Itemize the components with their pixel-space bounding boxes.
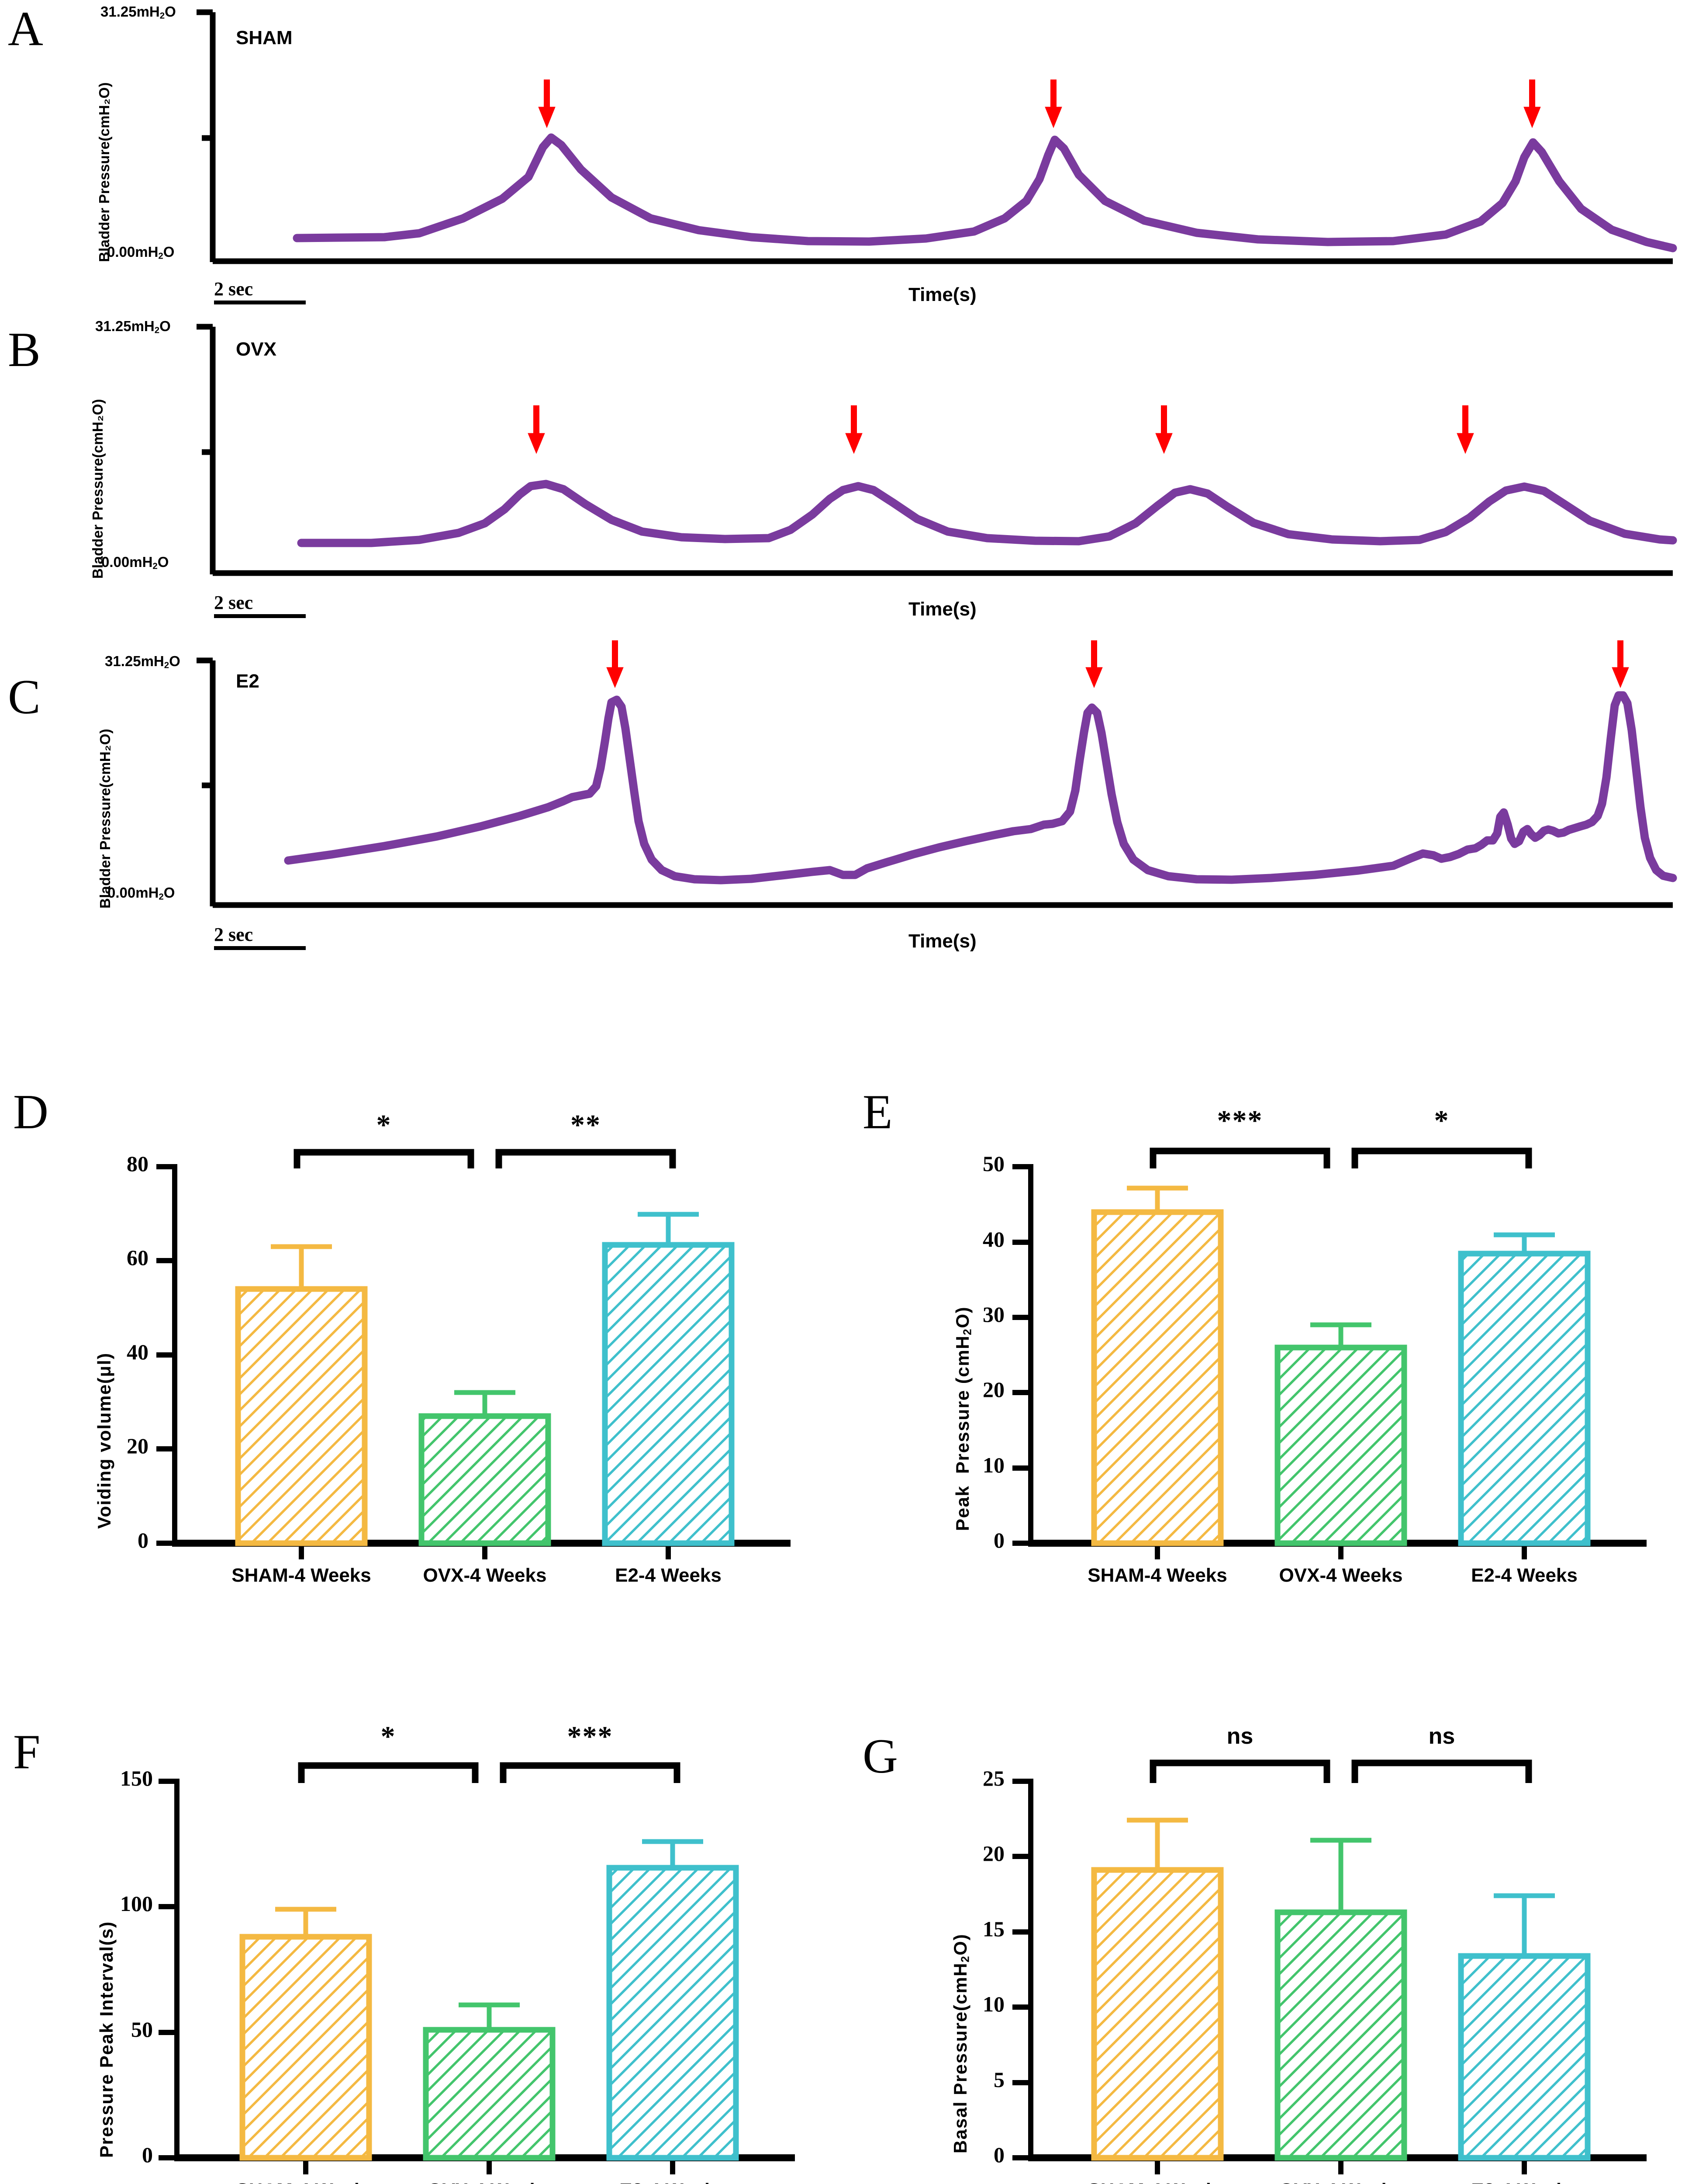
panel-c-group-label: E2: [236, 670, 259, 692]
panel-g-svg: [1012, 1759, 1647, 2174]
panel-e-sig-2: *: [1434, 1105, 1450, 1137]
panel-c-scale-bar-line: [214, 946, 306, 950]
panel-f-svg: [159, 1762, 795, 2174]
panel-g-ytick-0: 0: [994, 2143, 1005, 2167]
panel-e-svg: [1012, 1147, 1647, 1559]
panel-g-xlabel-ovx: OVX-4 Weeks: [1245, 2180, 1437, 2184]
panel-a-trace: Bladder Pressure(cmH₂O) 31.25mH2O 0.00mH…: [0, 0, 1699, 319]
panel-g-xlabel-sham: SHAM-4 Weeks: [1053, 2180, 1262, 2184]
panel-e-chart: Peak Pressure (cmH2O): [847, 1070, 1699, 1603]
panel-b-svg: [197, 324, 1677, 576]
panel-g-ytick-20: 20: [983, 1841, 1005, 1866]
panel-a-scale-bar: 2 sec: [214, 280, 306, 304]
panel-g-ytick-10: 10: [983, 1992, 1005, 2016]
panel-b-scale-bar-label: 2 sec: [214, 592, 253, 613]
panel-d-xlabel-sham: SHAM-4 Weeks: [231, 1565, 371, 1586]
panel-d-sig-1: *: [376, 1109, 392, 1141]
panel-d-sig-2: **: [570, 1109, 601, 1141]
panel-e-ytick-50: 50: [983, 1151, 1005, 1176]
panel-f-xlabel-e2: E2-4 Weeks: [585, 2180, 760, 2184]
panel-c-scale-bar: 2 sec: [214, 925, 306, 950]
panel-e-ytick-30: 30: [983, 1302, 1005, 1327]
panel-f-chart: Pressure Peak Interval(s): [0, 1682, 852, 2184]
panel-g-ytick-15: 15: [983, 1917, 1005, 1941]
panel-b-trace: Bladder Pressure(cmH₂O) 31.25mH2O 0.00mH…: [0, 318, 1699, 633]
panel-d-chart: Voiding volume(μl): [0, 1070, 852, 1603]
panel-b-scale-bar-line: [214, 614, 306, 618]
panel-e-xlabel-sham: SHAM-4 Weeks: [1088, 1565, 1227, 1586]
panel-d-ytick-80: 80: [127, 1151, 148, 1176]
panel-letter-f: F: [13, 1725, 41, 1779]
panel-d-ytick-20: 20: [127, 1434, 148, 1458]
panel-b-scale-bar: 2 sec: [214, 593, 306, 618]
panel-f-sig-1: *: [380, 1721, 396, 1752]
panel-c-svg: [197, 640, 1677, 908]
panel-f-ytick-150: 150: [120, 1766, 153, 1790]
panel-c-y-bottom-label: 0.00mH2O: [107, 885, 175, 902]
panel-g-sig-1: ns: [1226, 1724, 1254, 1749]
panel-a-y-top-label: 31.25mH2O: [100, 3, 176, 21]
panel-f-ytick-50: 50: [131, 2017, 153, 2042]
panel-a-group-label: SHAM: [236, 27, 293, 48]
panel-g-xlabel-e2: E2-4 Weeks: [1437, 2180, 1612, 2184]
panel-g-sig-2: ns: [1428, 1724, 1455, 1749]
panel-e-xlabel-e2: E2-4 Weeks: [1471, 1565, 1578, 1586]
panel-e-ytick-0: 0: [994, 1528, 1005, 1552]
panel-b-group-label: OVX: [236, 339, 276, 360]
panel-letter-a: A: [8, 2, 43, 56]
panel-e-xlabel-ovx: OVX-4 Weeks: [1279, 1565, 1403, 1586]
panel-b-y-top-label: 31.25mH2O: [95, 318, 171, 335]
panel-d-ytick-0: 0: [138, 1528, 148, 1552]
panel-d-xlabel-e2: E2-4 Weeks: [615, 1565, 722, 1586]
panel-d-ytick-40: 40: [127, 1340, 148, 1364]
panel-c-scale-bar-label: 2 sec: [214, 924, 253, 945]
panel-c-trace: Bladder Pressure(cmH₂O) 31.25mH2O 0.00mH…: [0, 629, 1699, 978]
panel-e-ytick-40: 40: [983, 1227, 1005, 1251]
panel-letter-c: C: [8, 670, 41, 724]
panel-letter-g: G: [863, 1729, 898, 1783]
panel-g-ytick-5: 5: [994, 2067, 1005, 2092]
panel-a-scale-bar-label: 2 sec: [214, 278, 253, 300]
panel-d-svg: [156, 1149, 791, 1559]
panel-letter-e: E: [863, 1085, 893, 1139]
panel-b-x-axis-title: Time(s): [908, 598, 977, 620]
panel-f-xlabel-ovx: OVX-4 Weeks: [393, 2180, 585, 2184]
panel-e-ytick-10: 10: [983, 1453, 1005, 1477]
panel-g-ytick-25: 25: [983, 1766, 1005, 1790]
panel-c-y-top-label: 31.25mH2O: [105, 653, 180, 670]
panel-a-x-axis-title: Time(s): [908, 284, 977, 305]
panel-e-sig-1: ***: [1217, 1105, 1263, 1137]
panel-e-ytick-20: 20: [983, 1377, 1005, 1402]
panel-f-sig-2: ***: [567, 1721, 613, 1752]
panel-f-ytick-100: 100: [120, 1891, 153, 1916]
panel-d-xlabel-ovx: OVX-4 Weeks: [423, 1565, 547, 1586]
panel-d-ytick-60: 60: [127, 1245, 148, 1270]
panel-b-y-bottom-label: 0.00mH2O: [101, 554, 169, 571]
panel-letter-b: B: [8, 323, 41, 377]
panel-c-x-axis-title: Time(s): [908, 930, 977, 952]
panel-letter-d: D: [13, 1085, 48, 1139]
panel-g-chart: Basal Pressure(cmH2O): [847, 1682, 1699, 2184]
panel-a-svg: [197, 9, 1677, 264]
panel-a-y-bottom-label: 0.00mH2O: [107, 244, 175, 261]
panel-f-xlabel-sham: SHAM-4 Weeks: [201, 2180, 411, 2184]
panel-f-ytick-0: 0: [142, 2143, 153, 2167]
panel-a-scale-bar-line: [214, 301, 306, 304]
